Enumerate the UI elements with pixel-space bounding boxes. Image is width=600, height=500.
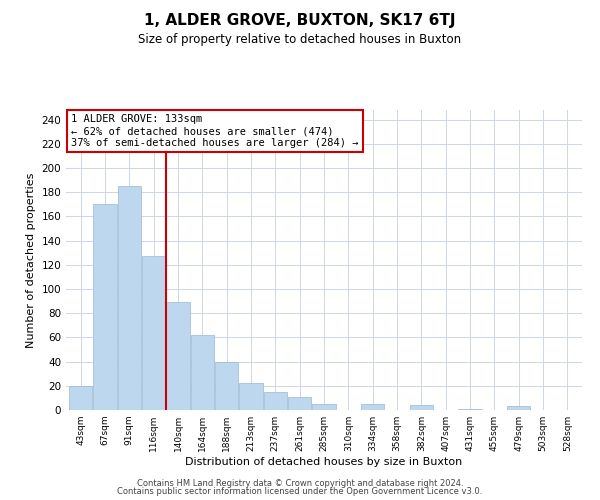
X-axis label: Distribution of detached houses by size in Buxton: Distribution of detached houses by size … bbox=[185, 457, 463, 467]
Text: Contains HM Land Registry data © Crown copyright and database right 2024.: Contains HM Land Registry data © Crown c… bbox=[137, 478, 463, 488]
Bar bbox=[215, 362, 238, 410]
Bar bbox=[191, 335, 214, 410]
Text: Contains public sector information licensed under the Open Government Licence v3: Contains public sector information licen… bbox=[118, 487, 482, 496]
Bar bbox=[507, 406, 530, 410]
Bar bbox=[166, 302, 190, 410]
Text: 1, ALDER GROVE, BUXTON, SK17 6TJ: 1, ALDER GROVE, BUXTON, SK17 6TJ bbox=[144, 12, 456, 28]
Bar bbox=[313, 404, 335, 410]
Bar bbox=[264, 392, 287, 410]
Bar bbox=[410, 405, 433, 410]
Bar bbox=[288, 396, 311, 410]
Bar bbox=[118, 186, 141, 410]
Bar bbox=[239, 384, 263, 410]
Bar bbox=[458, 409, 482, 410]
Y-axis label: Number of detached properties: Number of detached properties bbox=[26, 172, 36, 348]
Bar bbox=[142, 256, 165, 410]
Text: Size of property relative to detached houses in Buxton: Size of property relative to detached ho… bbox=[139, 32, 461, 46]
Bar bbox=[361, 404, 384, 410]
Bar bbox=[69, 386, 92, 410]
Bar bbox=[94, 204, 116, 410]
Text: 1 ALDER GROVE: 133sqm
← 62% of detached houses are smaller (474)
37% of semi-det: 1 ALDER GROVE: 133sqm ← 62% of detached … bbox=[71, 114, 359, 148]
